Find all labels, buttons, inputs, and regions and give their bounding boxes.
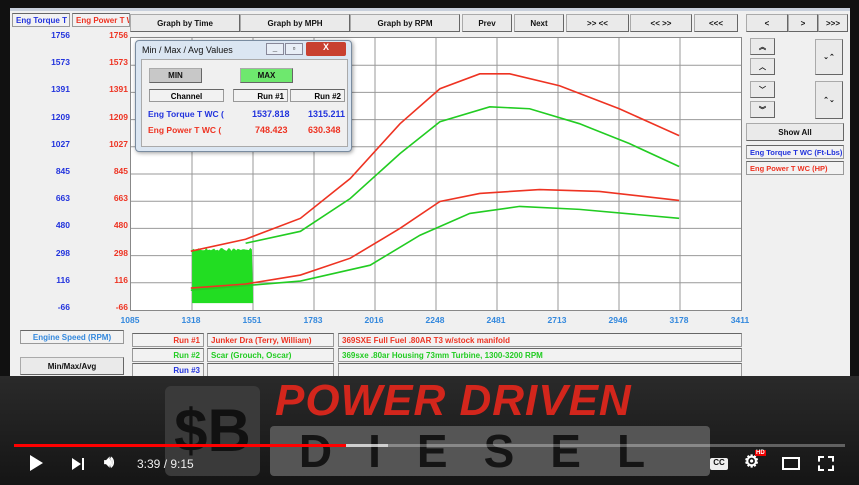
x-tick: 2481 (476, 315, 516, 325)
torque-y-tick: 1573 (30, 57, 70, 67)
run-label: Run #3 (132, 363, 204, 377)
torque-y-tick: 116 (30, 275, 70, 285)
run-description[interactable]: 369sxe .80ar Housing 73mm Turbine, 1300-… (338, 348, 742, 362)
brand-line1: POWER DRIVEN (275, 376, 632, 426)
x-tick: 2016 (354, 315, 394, 325)
volume-icon[interactable]: 🔊︎ (104, 454, 114, 472)
x-tick: 2248 (415, 315, 455, 325)
run2-noise-region (192, 248, 253, 303)
zoom-in-x-button[interactable]: >> << (566, 14, 629, 32)
power-y-tick: 845 (85, 166, 128, 176)
power-y-tick: 1209 (85, 112, 128, 122)
power-y-tick: 663 (85, 193, 128, 203)
power-y-tick: 1027 (85, 139, 128, 149)
double-up-icon[interactable]: ︽ (750, 38, 775, 55)
power-y-tick: -66 (85, 302, 128, 312)
brand-logo-banner: $B POWER DRIVEN DIESEL (0, 376, 859, 485)
power-y-tick: 1756 (85, 30, 128, 40)
min-button[interactable]: MIN (149, 68, 202, 83)
torque-y-tick: 1209 (30, 112, 70, 122)
x-tick: 1318 (171, 315, 211, 325)
show-all-button[interactable]: Show All (746, 123, 844, 141)
x-tick: 1551 (232, 315, 272, 325)
brand-line2: DIESEL (270, 426, 710, 476)
dialog-body: MIN MAX Channel Run #1 Run #2 Eng Torque… (141, 59, 348, 147)
hd-badge: HD (755, 450, 766, 456)
header-channel: Channel (149, 89, 224, 102)
torque-y-tick: 663 (30, 193, 70, 203)
collapse-icon[interactable]: ⌃⌄ (815, 81, 843, 119)
x-tick: 1085 (110, 315, 150, 325)
x-tick: 3411 (720, 315, 760, 325)
close-button[interactable]: X (306, 42, 346, 56)
torque-y-tick: 845 (30, 166, 70, 176)
next-button[interactable]: Next (514, 14, 564, 32)
fullscreen-icon[interactable] (818, 456, 834, 471)
power-y-tick: 1391 (85, 84, 128, 94)
expand-icon[interactable]: ⌄⌃ (815, 39, 843, 75)
double-down-icon[interactable]: ︾ (750, 101, 775, 118)
scroll-far-right-button[interactable]: >>> (818, 14, 848, 32)
play-icon[interactable] (30, 455, 43, 471)
row-power-run2: 630.348 (308, 125, 341, 135)
min-max-avg-button[interactable]: Min/Max/Avg (20, 357, 124, 375)
row-power-run1: 748.423 (255, 125, 288, 135)
graph-by-mph-button[interactable]: Graph by MPH (240, 14, 350, 32)
x-axis-label: Engine Speed (RPM) (20, 330, 124, 344)
minimize-button[interactable]: _ (266, 43, 284, 55)
time-display: 3:39 / 9:15 (137, 457, 194, 471)
x-tick: 1783 (293, 315, 333, 325)
run-label: Run #2 (132, 348, 204, 362)
video-progress-bar[interactable] (14, 444, 845, 447)
run-name[interactable] (207, 363, 334, 377)
scroll-left-button[interactable]: < (746, 14, 788, 32)
x-tick: 3178 (659, 315, 699, 325)
zoom-out-x-button[interactable]: << >> (630, 14, 692, 32)
captions-icon[interactable]: CC (710, 458, 728, 470)
next-bar (82, 458, 84, 470)
row-torque-channel: Eng Torque T WC ( (148, 109, 224, 119)
row-power-channel: Eng Power T WC ( (148, 125, 221, 135)
maximize-button[interactable]: ▫ (285, 43, 303, 55)
row-torque-run2: 1315.211 (308, 109, 345, 119)
header-run2: Run #2 (290, 89, 345, 102)
scroll-far-left-button[interactable]: <<< (694, 14, 738, 32)
torque-y-tick: -66 (30, 302, 70, 312)
theater-mode-icon[interactable] (782, 457, 800, 470)
torque-y-tick: 1027 (30, 139, 70, 149)
run-label: Run #1 (132, 333, 204, 347)
graph-by-time-button[interactable]: Graph by Time (130, 14, 240, 32)
max-button[interactable]: MAX (240, 68, 293, 83)
torque-y-tick: 1756 (30, 30, 70, 40)
row-torque-run1: 1537.818 (252, 109, 290, 119)
scroll-right-button[interactable]: > (788, 14, 818, 32)
legend-power[interactable]: Eng Power T WC (HP) (746, 161, 844, 175)
up-icon[interactable]: ︿ (750, 58, 775, 75)
run-description[interactable]: 369SXE Full Fuel .80AR T3 w/stock manifo… (338, 333, 742, 347)
legend-torque[interactable]: Eng Torque T WC (Ft-Lbs) (746, 145, 844, 159)
run-description[interactable] (338, 363, 742, 377)
power-y-tick: 480 (85, 220, 128, 230)
dialog-title: Min / Max / Avg Values (142, 45, 233, 55)
min-max-avg-dialog: Min / Max / Avg Values _ ▫ X MIN MAX Cha… (135, 40, 352, 152)
run-name[interactable]: Scar (Grouch, Oscar) (207, 348, 334, 362)
power-y-tick: 116 (85, 275, 128, 285)
run-name[interactable]: Junker Dra (Terry, William) (207, 333, 334, 347)
down-icon[interactable]: ﹀ (750, 81, 775, 98)
x-tick: 2713 (537, 315, 577, 325)
power-axis-tab[interactable]: Eng Power T W (72, 13, 130, 27)
prev-button[interactable]: Prev (462, 14, 512, 32)
torque-y-tick: 298 (30, 248, 70, 258)
played-bar (14, 444, 346, 447)
series-line-3 (191, 206, 679, 290)
torque-axis-tab[interactable]: Eng Torque T W (12, 13, 70, 27)
x-tick: 2946 (598, 315, 638, 325)
header-run1: Run #1 (233, 89, 288, 102)
torque-y-tick: 480 (30, 220, 70, 230)
torque-y-tick: 1391 (30, 84, 70, 94)
power-y-tick: 1573 (85, 57, 128, 67)
next-icon[interactable] (72, 458, 81, 470)
power-y-tick: 298 (85, 248, 128, 258)
graph-by-rpm-button[interactable]: Graph by RPM (350, 14, 460, 32)
